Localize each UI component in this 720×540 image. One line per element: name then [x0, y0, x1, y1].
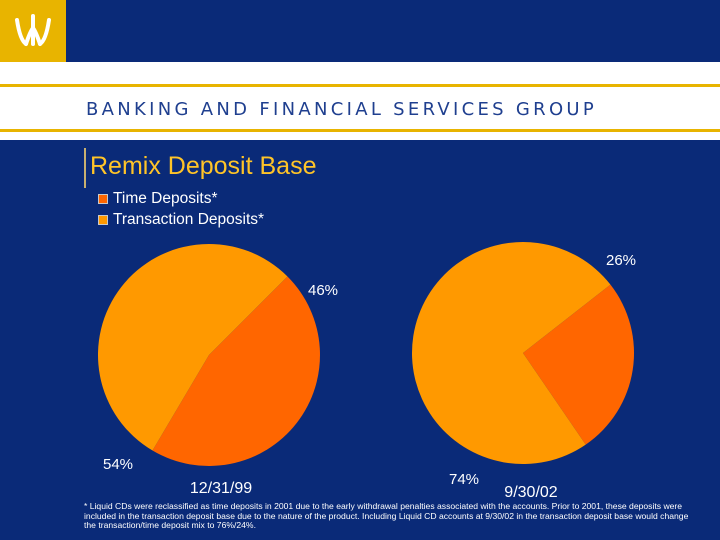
- footnote: * Liquid CDs were reclassified as time d…: [84, 501, 689, 530]
- legend-swatch-transaction-deposits: [98, 214, 108, 225]
- pie-2-label-time-deposits: 26%: [606, 252, 636, 269]
- banner-rule-bottom: [0, 129, 720, 132]
- legend-item-transaction-deposits: Transaction Deposits*: [98, 209, 264, 230]
- legend-label-transaction-deposits: Transaction Deposits*: [113, 210, 265, 228]
- pie-2-label-transaction-deposits: 74%: [449, 471, 479, 488]
- banner: [0, 62, 720, 140]
- banner-text: BANKING AND FINANCIAL SERVICES GROUP: [86, 99, 598, 120]
- pie-1-slice-time-deposits: [152, 276, 320, 466]
- top-band: [0, 0, 720, 62]
- title-accent-bar: [84, 148, 86, 188]
- pie-1-date-label: 12/31/99: [190, 480, 252, 497]
- banner-rule-top: [0, 84, 720, 87]
- legend: Time Deposits* Transaction Deposits*: [98, 188, 264, 230]
- pie-2-slice-transaction-deposits: [412, 242, 611, 465]
- wachovia-w-logo-icon: [15, 14, 51, 46]
- legend-swatch-time-deposits: [98, 193, 108, 204]
- pie-2-date-label: 9/30/02: [504, 484, 557, 501]
- legend-item-time-deposits: Time Deposits*: [98, 188, 264, 209]
- pie-1-label-transaction-deposits: 54%: [103, 456, 133, 473]
- pie-1-label-time-deposits: 46%: [308, 282, 338, 299]
- logo: [0, 0, 66, 62]
- slide-title: Remix Deposit Base: [90, 152, 317, 180]
- legend-label-time-deposits: Time Deposits*: [113, 189, 218, 207]
- pie-1-slice-transaction-deposits: [97, 243, 288, 451]
- pie-2-slice-time-deposits: [523, 284, 635, 445]
